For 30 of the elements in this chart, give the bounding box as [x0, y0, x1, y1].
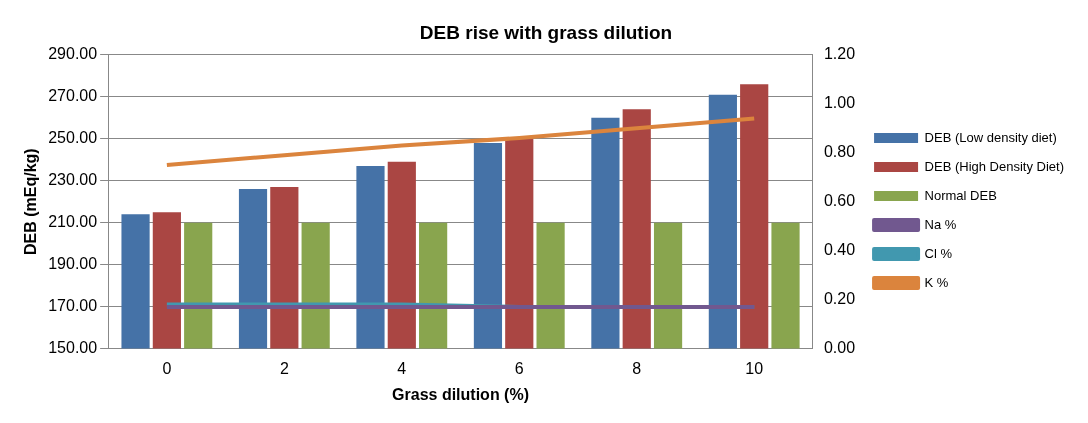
x-tick-label: 6	[514, 359, 524, 377]
y-tick-label: 150.00	[48, 339, 98, 357]
x-tick-label: 8	[632, 359, 642, 377]
x-tick-label: 4	[397, 359, 407, 377]
y2-tick-label: 0.40	[823, 241, 856, 259]
chart-title: DEB rise with grass dilution	[419, 21, 673, 43]
legend-label: Normal DEB	[924, 187, 997, 203]
y2-tick-label: 1.00	[823, 94, 856, 112]
y-tick-label: 270.00	[48, 87, 98, 105]
x-axis-title: Grass dilution (%)	[392, 385, 529, 403]
y-tick-label: 250.00	[48, 129, 98, 147]
x-tick-label: 0	[162, 359, 172, 377]
y-axis-title: DEB (mEq/kg)	[22, 148, 40, 256]
y-tick-label: 290.00	[48, 45, 98, 63]
y2-tick-label: 0.60	[823, 192, 856, 210]
y-tick-label: 190.00	[48, 255, 98, 273]
x-tick-label: 2	[279, 359, 289, 377]
y2-tick-label: 0.00	[823, 339, 856, 357]
y-tick-label: 170.00	[48, 297, 98, 315]
y2-tick-label: 1.20	[823, 45, 856, 63]
y2-tick-label: 0.20	[823, 290, 856, 308]
y-tick-label: 210.00	[48, 213, 98, 231]
legend-label: DEB (Low density diet)	[924, 129, 1057, 145]
x-tick-label: 10	[745, 359, 764, 377]
legend-label: Cl %	[924, 245, 953, 261]
legend-label: Na %	[924, 216, 957, 232]
y-tick-label: 230.00	[48, 171, 98, 189]
legend-label: DEB (High Density Diet)	[924, 158, 1065, 174]
legend-label: K %	[924, 274, 949, 290]
y2-tick-label: 0.80	[823, 143, 856, 161]
